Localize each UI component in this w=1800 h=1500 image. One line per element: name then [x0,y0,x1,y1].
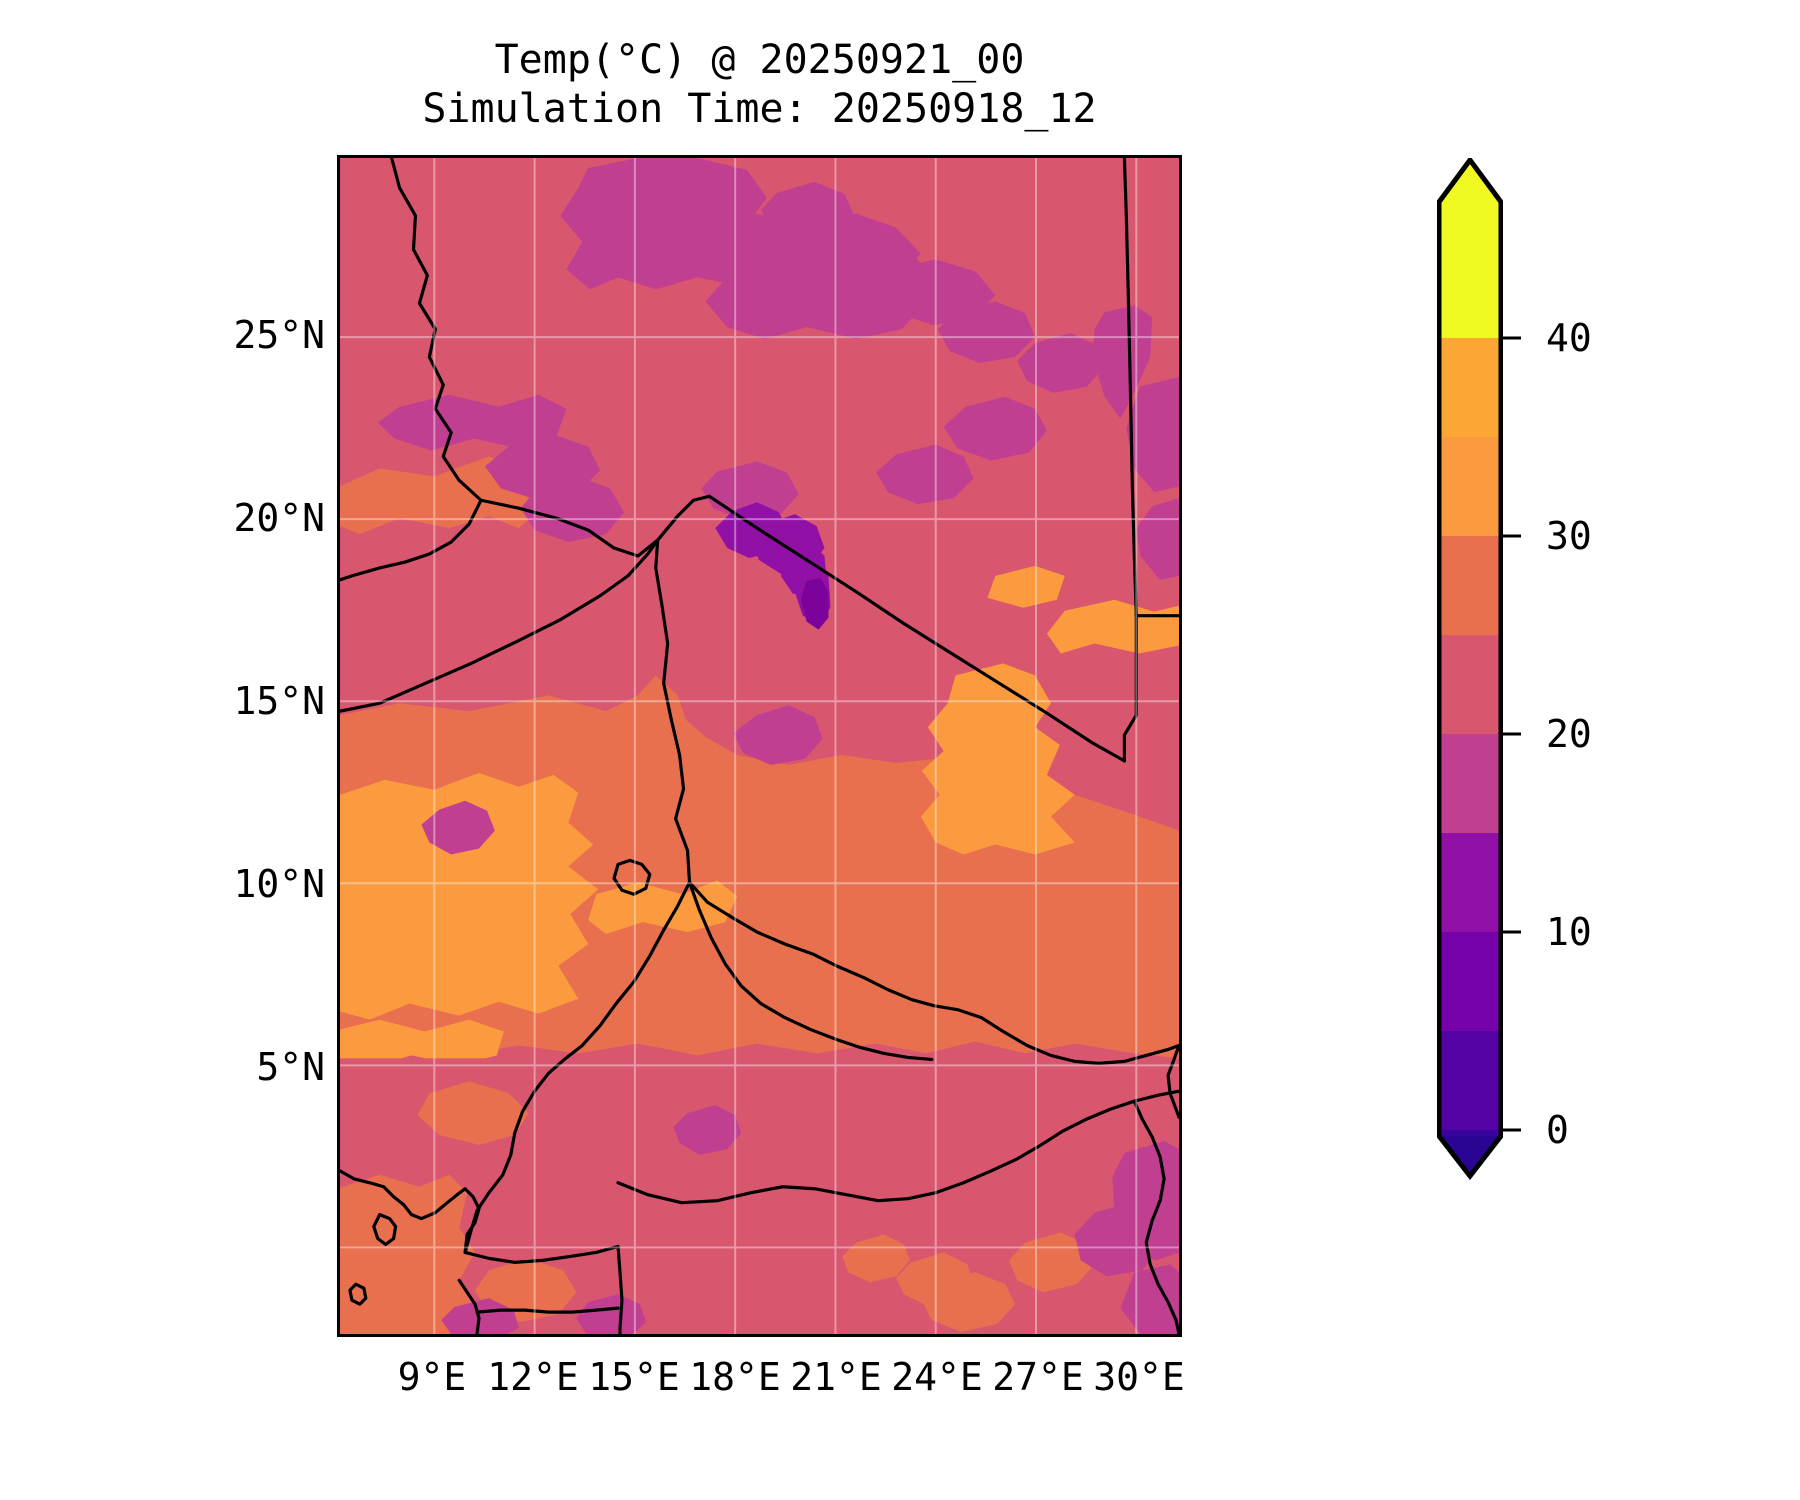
cbtick-label-0: 0 [1546,1108,1569,1152]
title-line-1: Temp(°C) @ 20250921_00 [494,37,1025,83]
ytick-label-5n: 5°N [256,1045,325,1089]
ytick-label-10n: 10°N [233,862,325,906]
xtick-label-21e: 21°E [790,1355,882,1399]
colorbar-gradient [1437,158,1503,1180]
xtick-label-30e: 30°E [1093,1355,1185,1399]
cbtick-mark-0 [1503,1128,1521,1132]
xtick-label-18e: 18°E [689,1355,781,1399]
xtick-label-15e: 15°E [588,1355,680,1399]
xtick-label-24e: 24°E [891,1355,983,1399]
cbtick-label-20: 20 [1546,712,1592,756]
map-axes[interactable] [337,155,1182,1337]
xtick-label-12e: 12°E [487,1355,579,1399]
cbtick-mark-10 [1503,930,1521,934]
ytick-label-20n: 20°N [233,496,325,540]
cbtick-mark-40 [1503,336,1521,340]
title-line-2: Simulation Time: 20250918_12 [422,85,1097,132]
cbtick-mark-20 [1503,732,1521,736]
xtick-label-9e: 9°E [397,1355,467,1399]
colorbar[interactable] [1437,158,1503,1180]
cbtick-mark-30 [1503,534,1521,538]
temperature-field [340,158,1179,1334]
ytick-label-15n: 15°N [233,679,325,723]
cbtick-label-30: 30 [1546,514,1592,558]
xtick-label-27e: 27°E [992,1355,1084,1399]
cbtick-label-40: 40 [1546,316,1592,360]
ytick-label-25n: 25°N [233,313,325,357]
cbtick-label-10: 10 [1546,910,1592,954]
chart-title: Temp(°C) @ 20250921_00 Simulation Time: … [337,36,1182,134]
